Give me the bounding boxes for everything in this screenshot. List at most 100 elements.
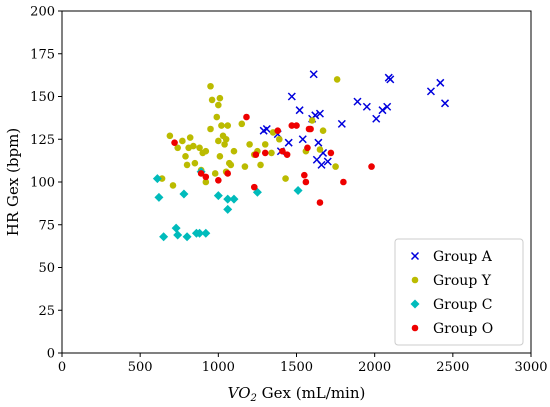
group-o-point — [288, 122, 296, 129]
group-y-point — [202, 147, 210, 155]
group-y-point — [196, 144, 203, 152]
group-a-point — [362, 102, 371, 111]
group-y-point — [174, 144, 181, 152]
x-axis-label-subscript: 2 — [250, 393, 257, 404]
group-y-point — [282, 175, 289, 182]
group-o-point — [224, 170, 232, 177]
group-y-point — [241, 163, 249, 170]
x-tick-label: 1500 — [280, 360, 313, 375]
legend-entries: Group A Group Y Group C Group O — [410, 249, 493, 337]
group-o-point — [171, 139, 178, 146]
y-tick-label: 75 — [38, 218, 55, 233]
group-a-point — [372, 114, 381, 123]
group-o-point — [252, 151, 260, 158]
group-y-point — [246, 141, 253, 148]
group-a-point — [386, 75, 395, 84]
y-tick-label: 125 — [30, 133, 55, 148]
group-o-point — [293, 122, 300, 129]
y-axis-label: HR Gex (bpm) — [4, 128, 22, 236]
group-a-point — [436, 78, 445, 87]
group-c-point — [201, 228, 211, 238]
group-y-point — [221, 141, 228, 148]
group-y-point — [190, 142, 197, 150]
group-a-point — [426, 87, 435, 96]
group-a-point — [284, 138, 293, 147]
y-tick-label: 50 — [38, 261, 55, 276]
group-o-point — [261, 149, 269, 157]
legend-label-group-c: Group C — [433, 297, 492, 313]
legend-label-group-o: Group O — [433, 321, 493, 337]
legend-box — [394, 238, 524, 346]
group-y-point — [191, 159, 199, 167]
group-a-point — [298, 135, 307, 144]
group-a-point — [383, 102, 392, 111]
group-y-point — [218, 122, 225, 129]
legend-label-group-y: Group Y — [433, 273, 492, 289]
y-tick-label: 100 — [30, 176, 55, 191]
group-y-point — [261, 141, 269, 148]
legend-marker-group-y — [411, 276, 419, 284]
group-y-point — [268, 149, 275, 157]
group-y-point — [182, 153, 189, 160]
group-y-point — [316, 146, 324, 153]
group-o-point — [274, 127, 282, 134]
group-a-point — [315, 109, 324, 118]
group-c-point — [182, 232, 192, 242]
group-o-point — [307, 125, 314, 133]
group-c-point — [223, 204, 233, 214]
group-a-point — [295, 106, 304, 115]
y-tick-label: 0 — [47, 347, 55, 362]
group-o-point — [243, 113, 250, 121]
group-y-point — [158, 175, 166, 182]
group-c-point — [223, 194, 233, 204]
group-o-point — [279, 147, 286, 155]
group-c-point — [229, 194, 239, 204]
group-y-point — [257, 161, 264, 169]
group-a-point — [262, 124, 271, 134]
group-y-point — [222, 135, 230, 143]
group-y-point — [186, 134, 194, 141]
group-o-point — [368, 163, 375, 170]
legend-marker-group-o — [411, 324, 419, 332]
x-axis-label-suffix: Gex (mL/min) — [257, 384, 365, 402]
group-y-point — [224, 122, 232, 129]
group-a-point — [323, 157, 332, 166]
group-y-point — [211, 170, 219, 177]
group-o-point — [202, 173, 210, 181]
group-c-point — [171, 223, 181, 233]
group-y-point — [179, 137, 186, 145]
group-y-point — [213, 113, 221, 121]
x-tick-label: 3000 — [514, 360, 547, 375]
legend-marker-group-c — [410, 299, 420, 309]
group-y-point — [230, 147, 238, 155]
axis-ticks: 0 500 1000 1500 2000 2500 3000 0 25 50 75 100 125 150… — [30, 5, 547, 376]
group-y-point — [202, 178, 210, 186]
group-o-point — [340, 178, 347, 186]
group-c-point — [159, 232, 169, 242]
group-y-point — [169, 182, 177, 189]
x-axis-label-prefix: VO — [228, 384, 251, 402]
group-y-point — [207, 125, 214, 133]
y-tick-label: 175 — [30, 47, 55, 62]
group-o-point — [316, 199, 324, 206]
data-points — [152, 70, 450, 242]
group-y-point — [215, 101, 222, 109]
legend-marker-group-a — [410, 251, 420, 261]
group-y-point — [166, 132, 174, 140]
group-a-point — [317, 160, 326, 169]
group-o-point — [327, 149, 335, 157]
y-tick-label: 150 — [30, 90, 55, 105]
group-y-point — [208, 96, 216, 104]
group-o-point — [197, 170, 205, 177]
group-y-point — [215, 137, 222, 145]
y-tick-label: 200 — [30, 5, 55, 20]
legend: Group A Group Y Group C Group O — [394, 238, 524, 346]
x-tick-label: 2500 — [436, 360, 469, 375]
group-y-point — [227, 161, 235, 169]
group-a-point — [378, 106, 387, 115]
group-y-point — [238, 120, 246, 128]
group-y-point — [207, 82, 214, 90]
group-a-point — [337, 119, 346, 128]
group-c-point — [173, 230, 183, 240]
